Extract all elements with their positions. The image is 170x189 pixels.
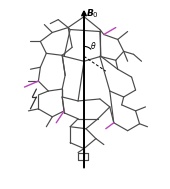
Text: θ: θ [91, 42, 96, 51]
Text: B: B [87, 9, 94, 18]
Text: 0: 0 [93, 12, 97, 18]
